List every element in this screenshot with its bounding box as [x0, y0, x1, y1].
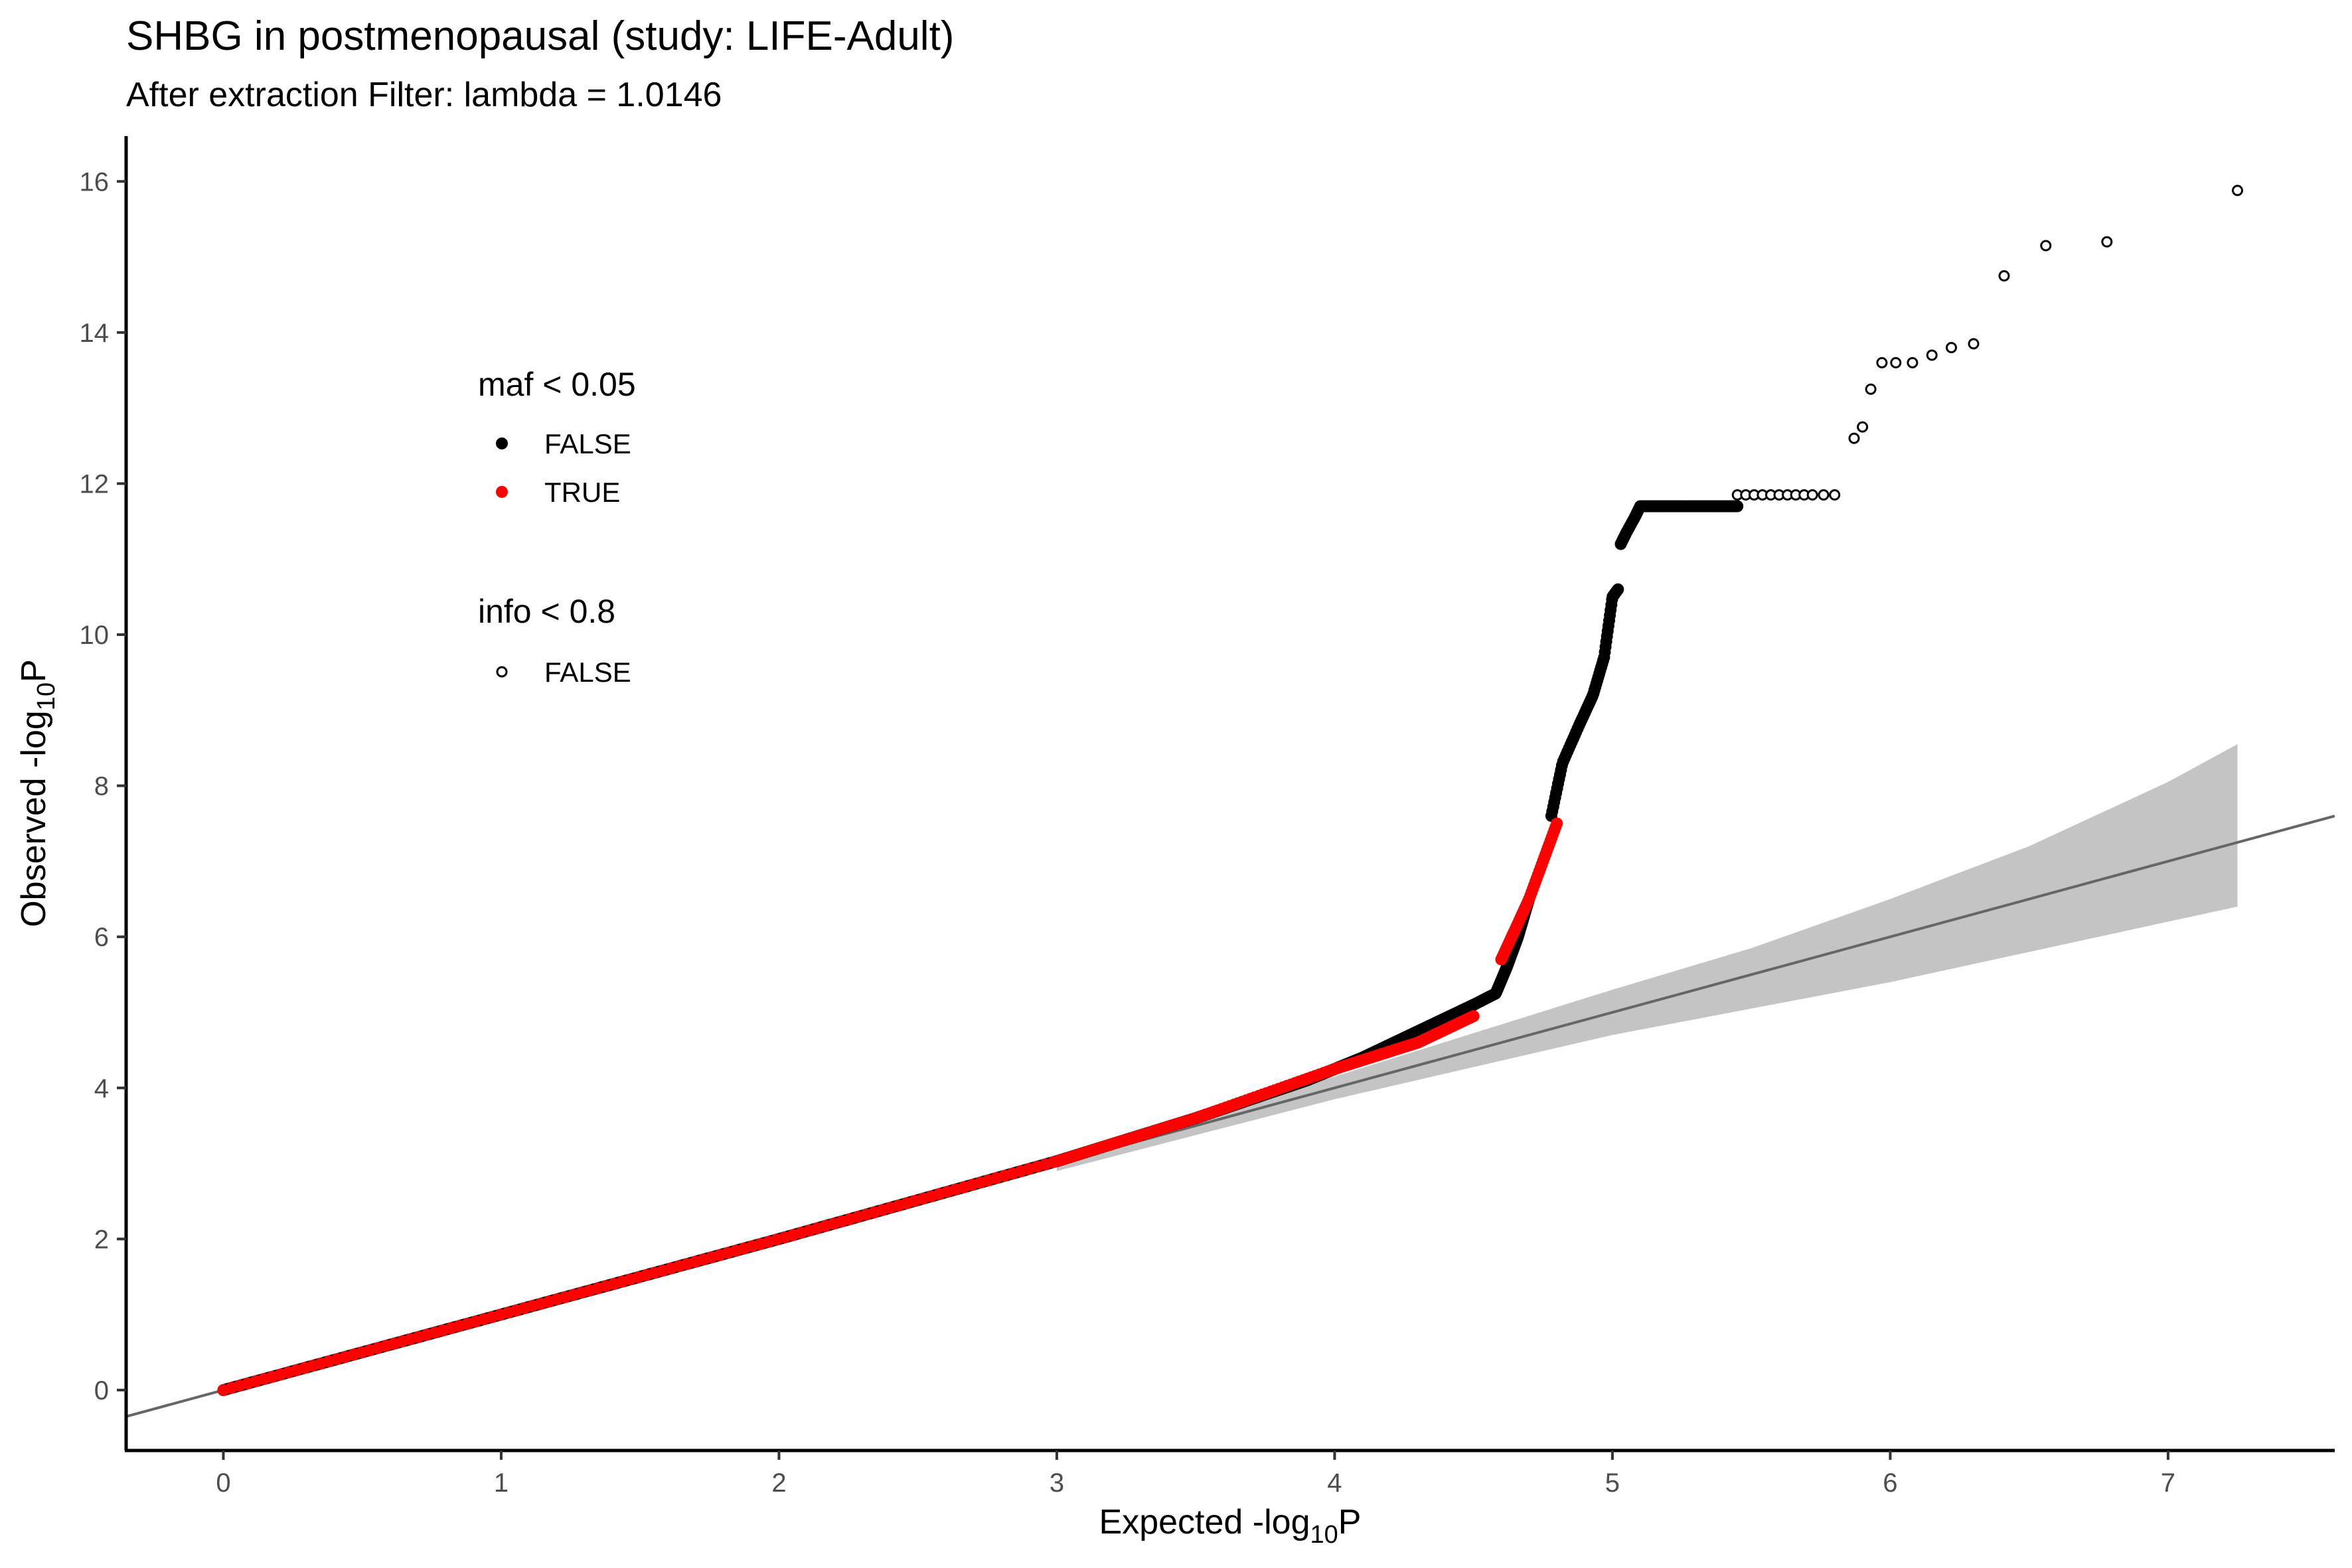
x-tick-label: 7: [2161, 1468, 2175, 1498]
y-tick-label: 16: [80, 167, 110, 196]
point-info-false: [2040, 240, 2052, 252]
legend: maf < 0.05 FALSE TRUE info < 0.8 FALSE: [478, 366, 636, 688]
point-info-false: [1890, 356, 1902, 368]
y-tick-label: 10: [80, 621, 110, 650]
legend-key-maf-true: [496, 486, 508, 498]
legend-key-info-false: [496, 666, 508, 678]
point-info-false: [1865, 383, 1877, 395]
point-info-false: [1968, 338, 1980, 350]
point-maf-true: [1467, 1010, 1480, 1022]
point-info-false: [1876, 356, 1888, 368]
y-axis-ticks: 0 2 4 6 8 10 12 14 16: [80, 167, 126, 1405]
y-axis-title: Observed -log10P: [15, 659, 60, 927]
legend-title-maf: maf < 0.05: [478, 366, 636, 403]
x-axis-ticks: 0 1 2 3 4 5 6 7: [216, 1450, 2175, 1498]
point-info-false: [1998, 270, 2010, 281]
x-tick-label: 6: [1883, 1468, 1897, 1498]
point-info-false: [1818, 489, 1830, 501]
legend-label-info-false: FALSE: [544, 657, 631, 688]
legend-title-info: info < 0.8: [478, 593, 615, 630]
legend-label-maf-false: FALSE: [544, 428, 631, 459]
y-tick-label: 0: [94, 1376, 109, 1405]
y-tick-label: 14: [80, 319, 110, 348]
legend-key-maf-false: [496, 437, 508, 449]
data-points: [217, 185, 2243, 1396]
x-tick-label: 3: [1050, 1468, 1064, 1498]
x-tick-label: 1: [494, 1468, 509, 1498]
point-info-false: [1857, 421, 1869, 433]
point-info-false: [2101, 236, 2113, 248]
x-tick-label: 0: [216, 1468, 230, 1498]
point-info-false: [1907, 356, 1919, 368]
y-tick-label: 8: [94, 772, 109, 801]
x-tick-label: 4: [1327, 1468, 1342, 1498]
point-info-false: [1946, 342, 1957, 354]
point-maf-true: [1551, 817, 1563, 830]
y-tick-label: 4: [94, 1074, 109, 1103]
plot-panel: [126, 185, 2335, 1418]
point-info-false: [1926, 349, 1938, 361]
point-info-false: [1848, 432, 1860, 444]
point-maf-false: [1612, 583, 1624, 595]
point-maf-false: [1731, 500, 1744, 512]
point-info-false: [2232, 185, 2243, 196]
point-info-false: [1829, 489, 1841, 501]
point-info-false: [1806, 489, 1818, 501]
chart-subtitle: After extraction Filter: lambda = 1.0146: [126, 76, 722, 114]
legend-label-maf-true: TRUE: [544, 477, 620, 508]
y-tick-label: 12: [80, 469, 110, 499]
x-tick-label: 2: [771, 1468, 786, 1498]
x-axis-title: Expected -log10P: [1099, 1503, 1362, 1549]
y-tick-label: 2: [94, 1225, 109, 1254]
x-tick-label: 5: [1605, 1468, 1620, 1498]
chart-title: SHBG in postmenopausal (study: LIFE-Adul…: [126, 13, 954, 59]
y-tick-label: 6: [94, 923, 109, 952]
